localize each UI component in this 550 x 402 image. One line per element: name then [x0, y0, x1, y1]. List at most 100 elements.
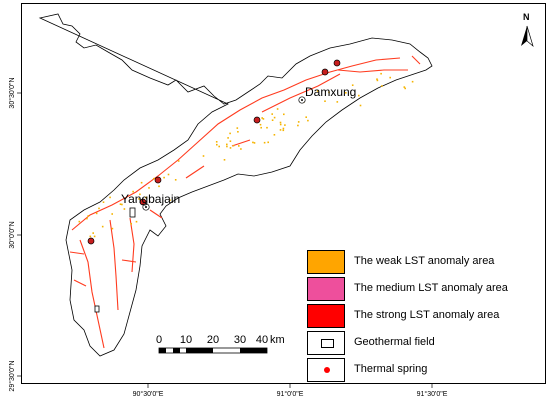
anomaly-pixel — [273, 116, 276, 119]
lon-tick-label: 91°30'0"E — [417, 390, 448, 398]
legend-label-medium: The medium LST anomaly area — [354, 282, 508, 294]
anomaly-pixel — [261, 117, 263, 119]
anomaly-pixel — [229, 147, 232, 149]
anomaly-pixel — [169, 199, 171, 201]
anomaly-pixel — [167, 173, 170, 176]
place-label-damxung: Damxung — [305, 85, 356, 99]
lat-tick-label: 30°0'0"N — [8, 221, 16, 248]
anomaly-pixel — [381, 85, 383, 87]
anomaly-pixel — [267, 141, 269, 144]
anomaly-pixel — [262, 118, 265, 120]
anomaly-pixel — [316, 90, 319, 92]
anomaly-pixel — [229, 140, 232, 142]
anomaly-pixel — [297, 124, 299, 127]
geothermal-field-marker — [129, 207, 136, 218]
anomaly-pixel — [283, 113, 285, 116]
lat-tick-label: 30°30'0"N — [8, 77, 16, 108]
thermal-spring-marker — [321, 68, 329, 76]
anomaly-pixel — [148, 187, 150, 189]
anomaly-pixel — [229, 132, 231, 135]
geothermal-field-icon — [321, 339, 334, 348]
anomaly-pixel — [123, 208, 126, 210]
fault-line — [109, 219, 119, 311]
anomaly-pixel — [389, 76, 391, 79]
anomaly-pixel — [226, 143, 228, 146]
anomaly-pixel — [130, 223, 132, 225]
anomaly-pixel — [284, 124, 286, 126]
anomaly-pixel — [297, 121, 300, 123]
anomaly-pixel — [135, 220, 138, 223]
anomaly-pixel — [153, 177, 155, 180]
anomaly-pixel — [279, 121, 282, 124]
city-marker-icon — [142, 203, 150, 211]
fault-lines — [69, 55, 421, 349]
anomaly-pixel — [158, 185, 160, 188]
anomaly-pixel — [144, 196, 147, 199]
anomaly-pixel — [328, 91, 330, 94]
lon-tick-label: 90°30'0"E — [133, 390, 164, 398]
scale-bar — [158, 347, 268, 354]
anomaly-pixel — [279, 123, 282, 126]
anomaly-pixel — [202, 155, 205, 157]
fault-line — [337, 69, 408, 73]
anomaly-pixel — [253, 142, 256, 144]
anomaly-pixel — [279, 129, 282, 131]
fault-line — [185, 165, 205, 179]
legend-label-weak: The weak LST anomaly area — [354, 255, 495, 267]
fault-line — [79, 239, 105, 349]
fault-line — [69, 251, 85, 255]
anomaly-pixel — [236, 127, 239, 129]
fault-line — [149, 209, 163, 219]
anomaly-pixel — [87, 215, 90, 217]
anomaly-pixel — [132, 190, 134, 193]
anomaly-pixel — [266, 126, 268, 129]
anomaly-pixel — [93, 235, 96, 238]
legend-swatch-medium — [307, 277, 345, 301]
thermal-spring-marker — [139, 198, 147, 206]
anomaly-pixel — [92, 232, 94, 234]
anomaly-pixel — [226, 145, 228, 148]
north-label: N — [523, 12, 530, 22]
anomaly-pixel — [271, 113, 273, 115]
anomaly-pixel — [404, 87, 406, 90]
anomaly-pixel — [237, 131, 239, 133]
fault-line — [73, 279, 87, 287]
north-arrow-icon — [521, 25, 534, 48]
anomaly-pixel — [109, 196, 111, 199]
anomaly-pixel — [140, 181, 143, 184]
anomaly-pixel — [263, 141, 266, 144]
anomaly-pixel — [177, 160, 180, 162]
lat-tick-label: 29°30'0"N — [8, 360, 16, 391]
place-label-yangbajain: Yangbajain — [121, 192, 180, 206]
scale-label: 40 — [256, 334, 268, 346]
anomaly-pixel — [411, 80, 414, 83]
anomaly-pixel — [305, 116, 307, 118]
fault-line — [411, 55, 421, 65]
anomaly-pixel — [163, 176, 165, 179]
anomaly-pixel — [359, 104, 362, 107]
anomaly-pixel — [282, 129, 285, 132]
anomaly-pixel — [121, 203, 123, 206]
anomaly-pixel — [282, 127, 285, 130]
anomaly-pixel — [276, 108, 279, 110]
anomaly-pixel — [358, 94, 360, 97]
thermal-spring-marker — [87, 237, 95, 245]
legend-label-strong: The strong LST anomaly area — [354, 309, 500, 321]
anomaly-pixel — [238, 145, 240, 147]
anomaly-pixel — [218, 145, 220, 148]
legend-swatch-weak — [307, 250, 345, 274]
scale-label: 30 — [234, 334, 246, 346]
legend-label-geothermal: Geothermal field — [354, 336, 435, 348]
anomaly-pixel — [351, 84, 354, 86]
anomaly-pixel — [232, 144, 235, 147]
anomaly-pixel — [89, 235, 92, 238]
geothermal-field-marker — [94, 305, 100, 313]
scale-unit: km — [270, 334, 285, 346]
scale-label: 20 — [207, 334, 219, 346]
anomaly-pixel — [380, 72, 382, 75]
anomaly-pixel — [260, 126, 262, 129]
anomaly-pixel — [345, 92, 347, 94]
anomaly-pixel — [376, 78, 378, 80]
graticule-ticks — [17, 92, 433, 388]
